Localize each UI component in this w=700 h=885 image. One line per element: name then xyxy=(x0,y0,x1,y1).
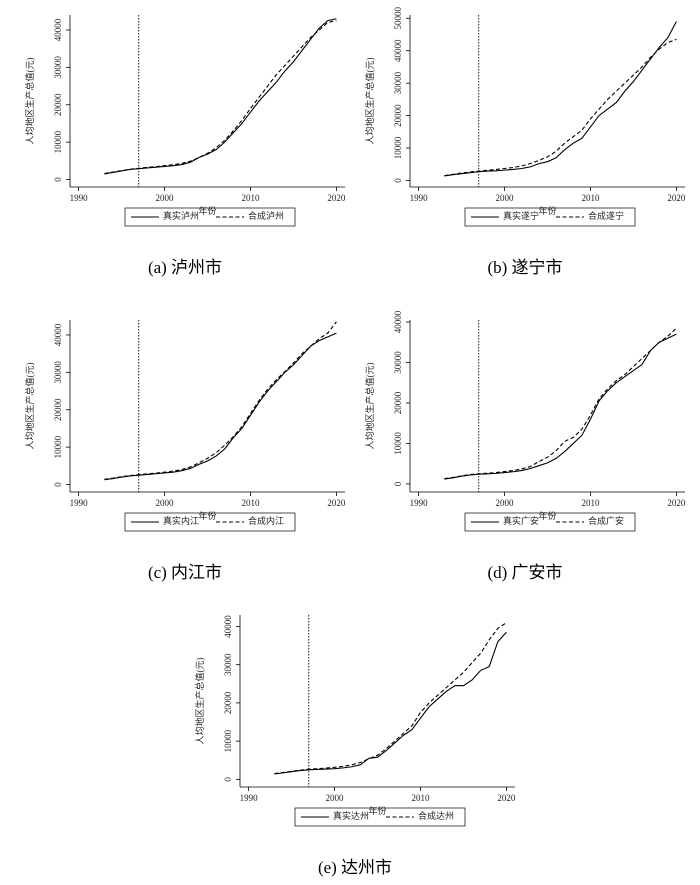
y-tick-label: 20000 xyxy=(53,398,63,421)
x-tick-label: 2020 xyxy=(667,498,686,508)
legend-box xyxy=(294,807,466,827)
x-tick-label: 1990 xyxy=(70,498,89,508)
y-axis-label: 人均地区生产总值(元) xyxy=(364,363,375,450)
y-tick-label: 30000 xyxy=(53,361,63,384)
legend-label: 真实广安 xyxy=(503,515,539,526)
legend-box xyxy=(464,207,636,227)
x-tick-label: 1990 xyxy=(70,193,89,203)
caption: (e) 达州市 xyxy=(317,858,393,877)
y-tick-label: 10000 xyxy=(53,435,63,458)
x-tick-label: 2000 xyxy=(156,498,175,508)
y-tick-label: 10000 xyxy=(393,136,403,159)
y-tick-label: 30000 xyxy=(393,351,403,374)
y-tick-label: 20000 xyxy=(53,93,63,116)
x-tick-label: 1990 xyxy=(410,498,429,508)
x-tick-label: 2020 xyxy=(497,793,516,803)
x-tick-label: 1990 xyxy=(410,193,429,203)
chart: 0 10000 20000 30000 40000 50000 1990 2000 2010 20… xyxy=(364,6,686,227)
y-axis-label: 人均地区生产总值(元) xyxy=(24,58,35,145)
legend-label: 真实遂宁 xyxy=(503,210,539,221)
x-tick-label: 2020 xyxy=(667,193,686,203)
y-tick-label: 40000 xyxy=(393,39,403,62)
y-tick-label: 0 xyxy=(223,777,233,782)
y-tick-label: 40000 xyxy=(53,323,63,346)
x-tick-label: 2000 xyxy=(496,193,515,203)
chart-panel: 0 10000 20000 30000 40000 1990 2000 2010 2020 人均地… xyxy=(355,310,695,590)
legend-label: 合成广安 xyxy=(588,515,624,526)
x-tick-label: 2020 xyxy=(327,193,346,203)
legend-box xyxy=(124,207,296,227)
x-tick-label: 2000 xyxy=(496,498,515,508)
chart: 0 10000 20000 30000 40000 1990 2000 2010 2020 人均地… xyxy=(24,320,346,532)
y-tick-label: 40000 xyxy=(53,18,63,41)
x-tick-label: 1990 xyxy=(240,793,259,803)
legend-label: 真实泸州 xyxy=(163,210,199,221)
x-axis-label: 年份 xyxy=(198,510,216,521)
y-axis-label: 人均地区生产总值(元) xyxy=(364,58,375,145)
legend-label: 真实内江 xyxy=(163,515,199,526)
x-tick-label: 2020 xyxy=(327,498,346,508)
chart-panel: 0 10000 20000 30000 40000 1990 2000 2010 2020 人均地… xyxy=(15,5,355,285)
chart-panel: 0 10000 20000 30000 40000 50000 1990 2000 2010 20… xyxy=(355,5,695,285)
y-tick-label: 10000 xyxy=(393,432,403,455)
x-axis-label: 年份 xyxy=(368,805,386,816)
legend-box xyxy=(124,512,296,532)
caption: (c) 内江市 xyxy=(147,563,223,582)
chart-panel: 0 10000 20000 30000 40000 1990 2000 2010 2020 人均地… xyxy=(15,310,355,590)
y-tick-label: 40000 xyxy=(223,615,233,638)
x-tick-label: 2000 xyxy=(156,193,175,203)
x-tick-label: 2010 xyxy=(241,193,260,203)
y-tick-label: 30000 xyxy=(53,56,63,79)
y-tick-label: 0 xyxy=(393,178,403,183)
x-tick-label: 2000 xyxy=(326,793,345,803)
series-line xyxy=(444,333,677,480)
chart: 0 10000 20000 30000 40000 1990 2000 2010 2020 人均地… xyxy=(194,615,516,827)
series-line xyxy=(444,38,677,177)
x-tick-label: 2010 xyxy=(581,193,600,203)
chart: 0 10000 20000 30000 40000 1990 2000 2010 2020 人均地… xyxy=(24,15,346,227)
y-tick-label: 30000 xyxy=(393,71,403,94)
legend-label: 真实达州 xyxy=(333,810,369,821)
series-line xyxy=(444,327,677,480)
y-tick-label: 0 xyxy=(53,177,63,182)
y-tick-label: 20000 xyxy=(223,691,233,714)
series-line xyxy=(444,21,677,177)
y-tick-label: 30000 xyxy=(223,653,233,676)
legend-label: 合成遂宁 xyxy=(588,210,624,221)
caption: (d) 广安市 xyxy=(487,563,563,582)
y-axis-label: 人均地区生产总值(元) xyxy=(194,658,205,745)
series-line xyxy=(104,20,337,175)
chart-panel: 0 10000 20000 30000 40000 1990 2000 2010 2020 人均地… xyxy=(185,605,525,885)
y-tick-label: 10000 xyxy=(53,130,63,153)
y-tick-label: 0 xyxy=(53,482,63,487)
legend-label: 合成内江 xyxy=(248,515,284,526)
caption: (b) 遂宁市 xyxy=(487,258,563,277)
legend-box xyxy=(464,512,636,532)
x-tick-label: 2010 xyxy=(411,793,430,803)
y-tick-label: 50000 xyxy=(393,6,403,29)
x-axis-label: 年份 xyxy=(198,205,216,216)
series-line xyxy=(104,332,337,481)
x-tick-label: 2010 xyxy=(581,498,600,508)
legend-label: 合成泸州 xyxy=(248,210,284,221)
series-line xyxy=(104,321,337,480)
y-tick-label: 0 xyxy=(393,481,403,486)
x-axis-label: 年份 xyxy=(538,205,556,216)
y-tick-label: 40000 xyxy=(393,310,403,333)
x-axis-label: 年份 xyxy=(538,510,556,521)
y-tick-label: 20000 xyxy=(393,104,403,127)
y-axis-label: 人均地区生产总值(元) xyxy=(24,363,35,450)
y-tick-label: 10000 xyxy=(223,729,233,752)
series-line xyxy=(274,631,507,775)
legend-label: 合成达州 xyxy=(418,810,454,821)
x-tick-label: 2010 xyxy=(241,498,260,508)
y-tick-label: 20000 xyxy=(393,391,403,414)
chart: 0 10000 20000 30000 40000 1990 2000 2010 2020 人均地… xyxy=(364,310,686,532)
caption: (a) 泸州市 xyxy=(147,258,223,277)
